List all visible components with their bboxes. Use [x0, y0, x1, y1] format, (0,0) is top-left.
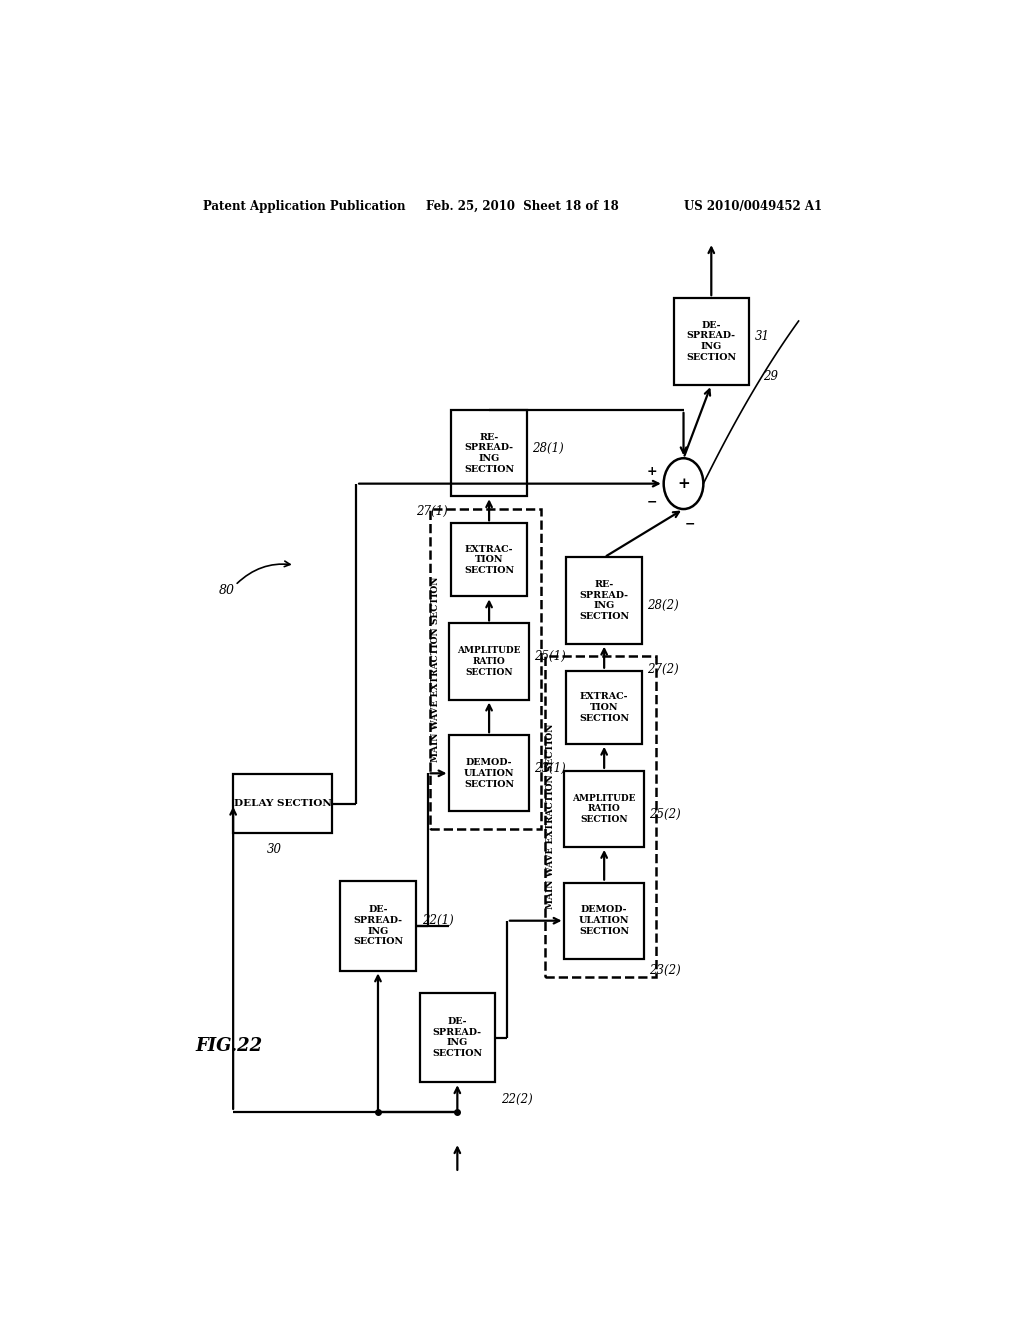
Text: AMPLITUDE
RATIO
SECTION: AMPLITUDE RATIO SECTION: [458, 647, 521, 677]
Text: EXTRAC-
TION
SECTION: EXTRAC- TION SECTION: [464, 545, 514, 576]
Text: Feb. 25, 2010  Sheet 18 of 18: Feb. 25, 2010 Sheet 18 of 18: [426, 199, 618, 213]
Text: EXTRAC-
TION
SECTION: EXTRAC- TION SECTION: [580, 692, 629, 722]
Text: MAIN WAVE EXTRACTION SECTION: MAIN WAVE EXTRACTION SECTION: [431, 577, 439, 762]
Text: 23(1): 23(1): [535, 762, 566, 775]
Text: 30: 30: [267, 843, 283, 857]
Bar: [564, 883, 644, 958]
Text: +: +: [647, 465, 657, 478]
Text: −: −: [685, 517, 695, 531]
Text: DE-
SPREAD-
ING
SECTION: DE- SPREAD- ING SECTION: [686, 321, 736, 362]
Text: 28(2): 28(2): [647, 599, 679, 612]
Bar: [340, 880, 416, 970]
Bar: [450, 735, 528, 812]
Text: DEMOD-
ULATION
SECTION: DEMOD- ULATION SECTION: [464, 758, 514, 788]
Text: RE-
SPREAD-
ING
SECTION: RE- SPREAD- ING SECTION: [464, 433, 514, 474]
Text: 80: 80: [219, 583, 236, 597]
Bar: [545, 656, 655, 977]
Bar: [674, 298, 749, 384]
Text: 31: 31: [756, 330, 770, 343]
Text: 23(2): 23(2): [649, 964, 681, 977]
Text: 27(2): 27(2): [647, 663, 679, 676]
Text: 22(2): 22(2): [502, 1093, 534, 1105]
Bar: [452, 523, 526, 597]
Text: FIG.22: FIG.22: [196, 1038, 262, 1055]
Circle shape: [664, 458, 703, 510]
Bar: [452, 411, 526, 496]
Text: US 2010/0049452 A1: US 2010/0049452 A1: [684, 199, 821, 213]
Text: 28(1): 28(1): [532, 442, 564, 454]
Bar: [233, 775, 333, 833]
Text: DEMOD-
ULATION
SECTION: DEMOD- ULATION SECTION: [579, 906, 630, 936]
Text: 27(1): 27(1): [416, 506, 447, 519]
Bar: [430, 510, 541, 829]
Bar: [566, 671, 642, 744]
Bar: [450, 623, 528, 700]
Text: 25(1): 25(1): [535, 649, 566, 663]
Text: +: +: [677, 477, 690, 491]
Text: 29: 29: [763, 371, 778, 383]
Text: 25(2): 25(2): [649, 808, 681, 821]
Text: Patent Application Publication: Patent Application Publication: [204, 199, 406, 213]
Text: RE-
SPREAD-
ING
SECTION: RE- SPREAD- ING SECTION: [580, 579, 629, 622]
Bar: [564, 771, 644, 847]
Text: MAIN WAVE EXTRACTION SECTION: MAIN WAVE EXTRACTION SECTION: [546, 723, 555, 909]
Text: DELAY SECTION: DELAY SECTION: [233, 800, 332, 808]
Text: DE-
SPREAD-
ING
SECTION: DE- SPREAD- ING SECTION: [432, 1016, 482, 1059]
Text: 22(1): 22(1): [422, 915, 454, 927]
Bar: [566, 557, 642, 644]
Text: −: −: [647, 495, 657, 508]
Bar: [420, 993, 495, 1082]
Text: AMPLITUDE
RATIO
SECTION: AMPLITUDE RATIO SECTION: [572, 793, 636, 824]
Text: DE-
SPREAD-
ING
SECTION: DE- SPREAD- ING SECTION: [353, 906, 403, 946]
